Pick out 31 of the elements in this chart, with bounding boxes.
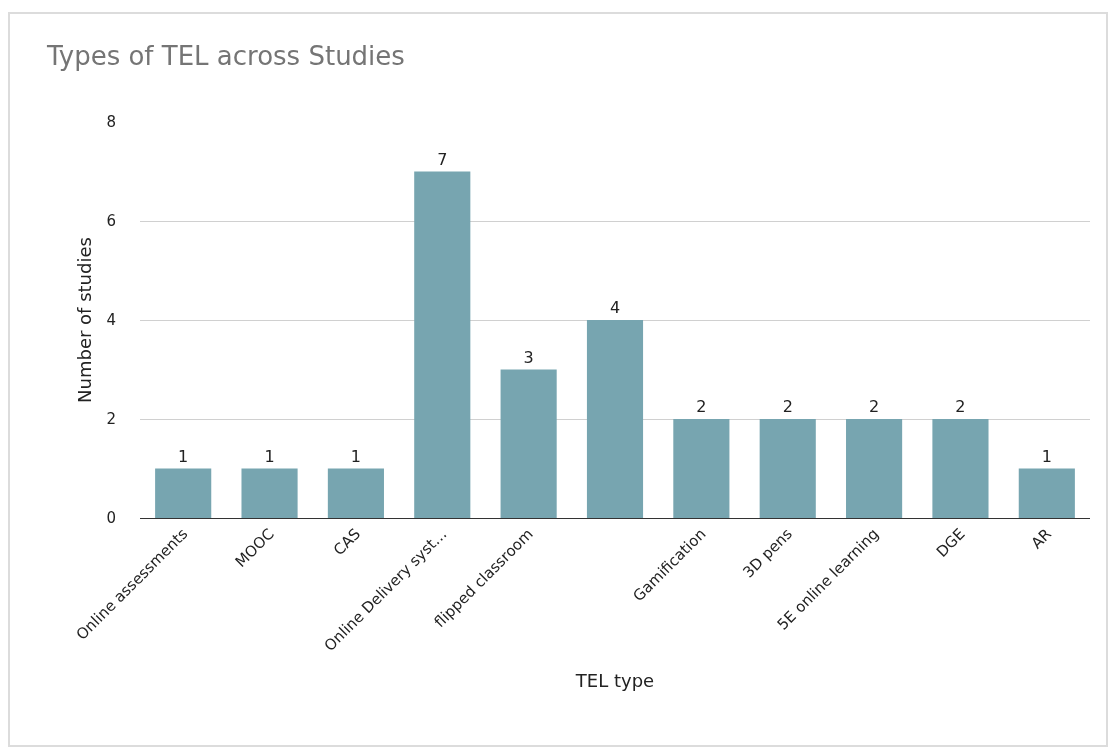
bar xyxy=(932,419,989,518)
data-label: 3 xyxy=(523,347,534,367)
x-tick-label: AR xyxy=(1027,524,1055,553)
x-axis-title: TEL type xyxy=(574,669,655,691)
y-tick-label: 8 xyxy=(106,113,116,132)
data-label: 1 xyxy=(264,446,275,466)
y-tick-label: 4 xyxy=(106,311,116,330)
bar xyxy=(414,171,471,518)
bar xyxy=(327,468,384,518)
bar xyxy=(673,419,730,518)
y-tick-label: 6 xyxy=(106,212,116,231)
bar xyxy=(1018,468,1075,518)
bar xyxy=(586,320,644,518)
bar xyxy=(846,419,903,518)
bar xyxy=(241,468,298,518)
data-label: 2 xyxy=(696,397,707,416)
data-label: 1 xyxy=(178,446,189,466)
data-label: 7 xyxy=(437,149,448,169)
data-label: 1 xyxy=(1041,446,1052,466)
y-tick-label: 0 xyxy=(106,509,116,528)
y-tick-label: 2 xyxy=(106,410,116,429)
data-label: 2 xyxy=(955,397,966,416)
data-label: 4 xyxy=(609,298,621,317)
chart-title: Types of TEL across Studies xyxy=(45,41,405,72)
bar xyxy=(155,468,212,518)
data-label: 2 xyxy=(869,397,880,416)
bar xyxy=(500,369,557,518)
data-label: 2 xyxy=(782,397,793,416)
data-label: 1 xyxy=(350,446,361,466)
y-axis-title: Number of studies xyxy=(73,237,95,403)
bar xyxy=(759,419,816,518)
